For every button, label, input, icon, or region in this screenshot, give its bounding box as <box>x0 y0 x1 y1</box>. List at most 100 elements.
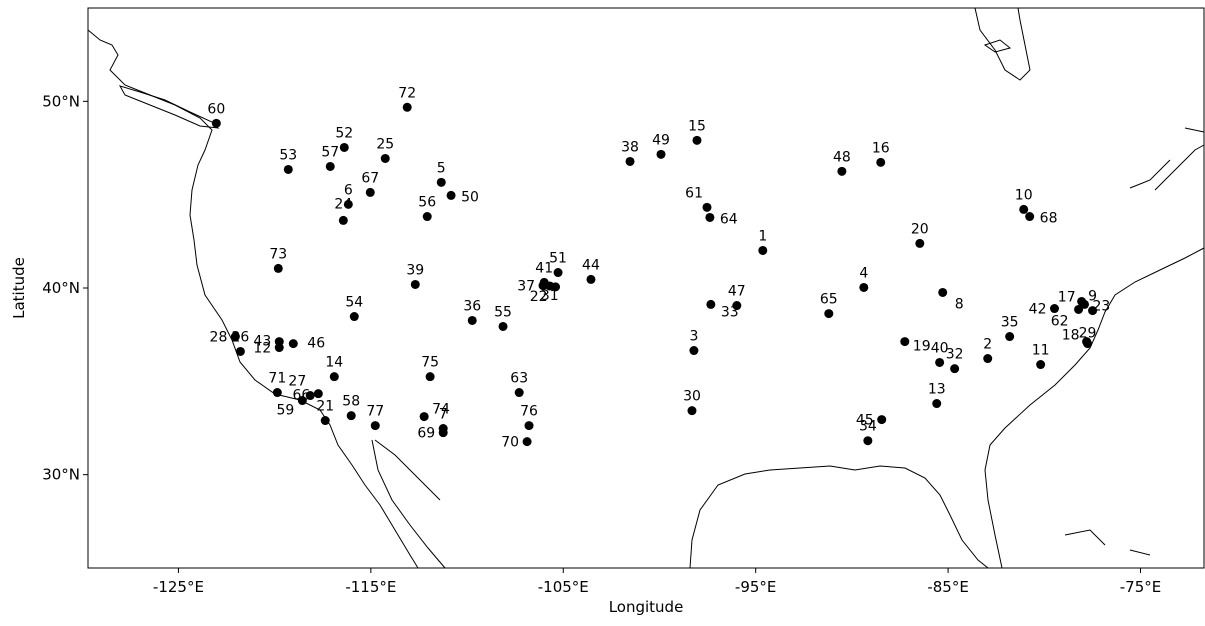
site-label: 65 <box>820 292 838 308</box>
site-label: 38 <box>621 139 639 155</box>
site-label: 66 <box>292 388 310 404</box>
site-label: 51 <box>549 251 567 267</box>
site-label: 39 <box>406 262 424 278</box>
site-point <box>349 312 359 322</box>
site-point <box>702 202 712 212</box>
site-point <box>235 346 245 356</box>
site-label: 47 <box>728 284 746 300</box>
site-point <box>863 436 873 446</box>
site-label: 45 <box>856 413 874 429</box>
site-label: 44 <box>582 257 600 273</box>
site-label: 75 <box>421 355 439 371</box>
site-point <box>380 153 390 163</box>
coastlines <box>87 7 1205 569</box>
site-label: 18 <box>1062 328 1080 344</box>
site-label: 1 <box>758 228 767 244</box>
site-point <box>950 364 960 374</box>
site-point <box>656 149 666 159</box>
plot-frame <box>87 7 1205 569</box>
site-point <box>514 388 524 398</box>
site-point <box>329 372 339 382</box>
site-label: 57 <box>321 144 339 160</box>
site-label: 58 <box>342 394 360 410</box>
site-point <box>305 391 315 401</box>
site-label: 8 <box>955 296 964 312</box>
site-label: 48 <box>833 149 851 165</box>
site-label: 72 <box>398 85 416 101</box>
site-point <box>1074 304 1084 314</box>
site-label: 67 <box>361 170 379 186</box>
site-label: 17 <box>1058 289 1076 305</box>
site-label: 27 <box>288 374 306 390</box>
site-point <box>346 411 356 421</box>
gulf-coast <box>689 465 989 569</box>
x-tick-label: -85°E <box>927 578 968 596</box>
site-point <box>313 389 323 399</box>
site-label: 14 <box>325 355 343 371</box>
site-label: 60 <box>207 101 225 117</box>
site-point <box>419 412 429 422</box>
site-point <box>859 282 869 292</box>
site-point <box>586 274 596 284</box>
site-point <box>339 142 349 152</box>
site-label: 4 <box>859 265 868 281</box>
site-label: 34 <box>859 419 877 435</box>
site-label: 30 <box>683 389 701 405</box>
hudson-bay <box>974 7 1031 81</box>
site-point <box>365 187 375 197</box>
site-label: 54 <box>345 295 363 311</box>
site-point <box>1080 299 1090 309</box>
site-point <box>438 428 448 438</box>
site-point <box>758 245 768 255</box>
site-label: 69 <box>417 426 435 442</box>
site-label: 3 <box>689 329 698 345</box>
site-label: 74 <box>432 402 450 418</box>
y-axis-label: Latitude <box>10 257 28 319</box>
gulf-of-california <box>371 439 446 569</box>
site-label: 43 <box>253 334 271 350</box>
site-point <box>1019 204 1029 214</box>
site-point <box>876 157 886 167</box>
site-label: 19 <box>913 339 931 355</box>
site-label: 40 <box>931 340 949 356</box>
site-label: 61 <box>685 185 703 201</box>
site-label: 46 <box>307 336 325 352</box>
site-label: 21 <box>316 399 334 415</box>
site-point <box>325 161 335 171</box>
site-label: 55 <box>494 304 512 320</box>
site-label: 41 <box>535 260 553 276</box>
site-point <box>1088 306 1098 316</box>
site-point <box>938 287 948 297</box>
site-point <box>877 415 887 425</box>
site-label: 5 <box>437 160 446 176</box>
site-label: 59 <box>277 403 295 419</box>
site-point <box>915 238 925 248</box>
site-point <box>837 166 847 176</box>
site-label: 12 <box>253 341 271 357</box>
site-point <box>539 277 549 287</box>
site-point <box>1036 360 1046 370</box>
site-label: 31 <box>541 288 559 304</box>
site-point <box>273 263 283 273</box>
site-label: 7 <box>439 407 448 423</box>
y-tick-label: 50°N <box>42 92 80 110</box>
site-label: 36 <box>463 298 481 314</box>
site-point <box>436 177 446 187</box>
site-label: 49 <box>652 132 670 148</box>
site-label: 32 <box>946 347 964 363</box>
site-label: 37 <box>517 279 535 295</box>
site-point <box>272 388 282 398</box>
site-label: 71 <box>268 371 286 387</box>
site-point <box>522 437 532 447</box>
site-point <box>230 332 240 342</box>
west-coast <box>87 29 419 569</box>
site-point <box>338 215 348 225</box>
site-label: 70 <box>501 435 519 451</box>
site-label: 15 <box>688 118 706 134</box>
site-label: 35 <box>1001 315 1019 331</box>
site-label: 11 <box>1032 343 1050 359</box>
y-tick-label: 30°N <box>42 466 80 484</box>
site-point <box>274 337 284 347</box>
site-point <box>425 372 435 382</box>
